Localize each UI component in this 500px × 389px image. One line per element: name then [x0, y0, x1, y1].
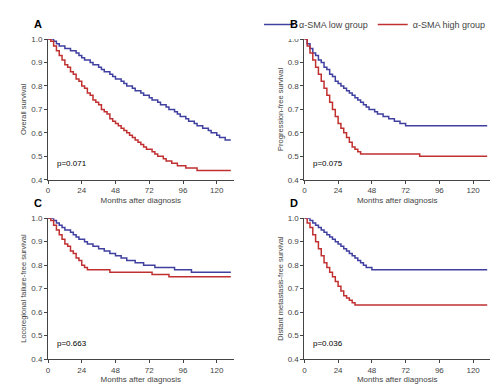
svg-text:48: 48	[367, 186, 376, 195]
svg-text:Months after diagnosis: Months after diagnosis	[101, 196, 182, 205]
svg-text:24: 24	[334, 366, 343, 375]
svg-text:0.8: 0.8	[31, 261, 43, 270]
svg-text:120: 120	[466, 366, 480, 375]
svg-text:Distant metastasis-free surviv: Distant metastasis-free survival	[276, 236, 285, 341]
svg-text:120: 120	[210, 366, 224, 375]
svg-text:72: 72	[401, 366, 410, 375]
svg-text:0.6: 0.6	[288, 129, 300, 138]
svg-text:96: 96	[435, 186, 444, 195]
svg-text:p=0.075: p=0.075	[313, 159, 343, 168]
svg-text:0.9: 0.9	[31, 58, 43, 67]
svg-text:0.8: 0.8	[31, 82, 43, 91]
svg-text:72: 72	[145, 186, 154, 195]
svg-text:Progression-free survival: Progression-free survival	[276, 68, 285, 151]
svg-text:0.6: 0.6	[31, 129, 43, 138]
svg-text:24: 24	[77, 186, 86, 195]
svg-text:72: 72	[401, 186, 410, 195]
svg-text:0.7: 0.7	[31, 284, 43, 293]
svg-text:Locoregional failure-free surv: Locoregional failure-free survival	[19, 234, 28, 343]
svg-text:0.5: 0.5	[288, 152, 300, 161]
svg-text:Overall survival: Overall survival	[19, 83, 28, 135]
svg-text:24: 24	[77, 366, 86, 375]
svg-text:96: 96	[435, 366, 444, 375]
svg-text:0.5: 0.5	[31, 152, 43, 161]
svg-text:Months after diagnosis: Months after diagnosis	[101, 375, 182, 384]
svg-text:0.5: 0.5	[288, 331, 300, 340]
svg-text:24: 24	[334, 186, 343, 195]
svg-text:0.4: 0.4	[288, 355, 300, 364]
svg-text:120: 120	[466, 186, 480, 195]
svg-text:1.0: 1.0	[31, 214, 43, 223]
svg-text:120: 120	[210, 186, 224, 195]
svg-text:C: C	[34, 197, 42, 209]
svg-text:0.9: 0.9	[288, 58, 300, 67]
svg-text:Months after diagnosis: Months after diagnosis	[357, 196, 438, 205]
svg-text:p=0.036: p=0.036	[313, 339, 343, 348]
svg-text:A: A	[34, 18, 42, 30]
svg-text:0.8: 0.8	[288, 82, 300, 91]
svg-text:1.0: 1.0	[288, 214, 300, 223]
svg-text:96: 96	[179, 366, 188, 375]
svg-text:48: 48	[111, 366, 120, 375]
svg-text:p=0.071: p=0.071	[57, 159, 87, 168]
svg-text:72: 72	[145, 366, 154, 375]
svg-text:0.4: 0.4	[31, 355, 43, 364]
svg-text:0.7: 0.7	[288, 284, 300, 293]
svg-text:0: 0	[46, 186, 51, 195]
svg-text:1.0: 1.0	[287, 34, 299, 44]
svg-text:48: 48	[367, 366, 376, 375]
svg-text:α-SMA high group: α-SMA high group	[413, 20, 485, 30]
svg-text:0: 0	[302, 366, 307, 375]
svg-text:48: 48	[111, 186, 120, 195]
svg-text:α-SMA low group: α-SMA low group	[299, 20, 368, 30]
svg-text:1.0: 1.0	[31, 35, 43, 44]
svg-text:0.9: 0.9	[31, 237, 43, 246]
svg-text:0.7: 0.7	[31, 105, 43, 114]
svg-text:D: D	[290, 197, 298, 209]
svg-text:0: 0	[46, 366, 51, 375]
svg-text:B: B	[290, 18, 298, 30]
svg-text:0.6: 0.6	[31, 308, 43, 317]
svg-text:0.4: 0.4	[288, 176, 300, 185]
svg-text:0.4: 0.4	[31, 176, 43, 185]
svg-text:0: 0	[302, 186, 307, 195]
svg-text:0.7: 0.7	[288, 105, 300, 114]
svg-text:0.5: 0.5	[31, 331, 43, 340]
svg-text:p=0.663: p=0.663	[57, 339, 87, 348]
svg-text:0.6: 0.6	[288, 308, 300, 317]
svg-text:Months after diagnosis: Months after diagnosis	[357, 375, 438, 384]
svg-text:0.8: 0.8	[288, 261, 300, 270]
svg-text:96: 96	[179, 186, 188, 195]
svg-text:0.9: 0.9	[288, 237, 300, 246]
